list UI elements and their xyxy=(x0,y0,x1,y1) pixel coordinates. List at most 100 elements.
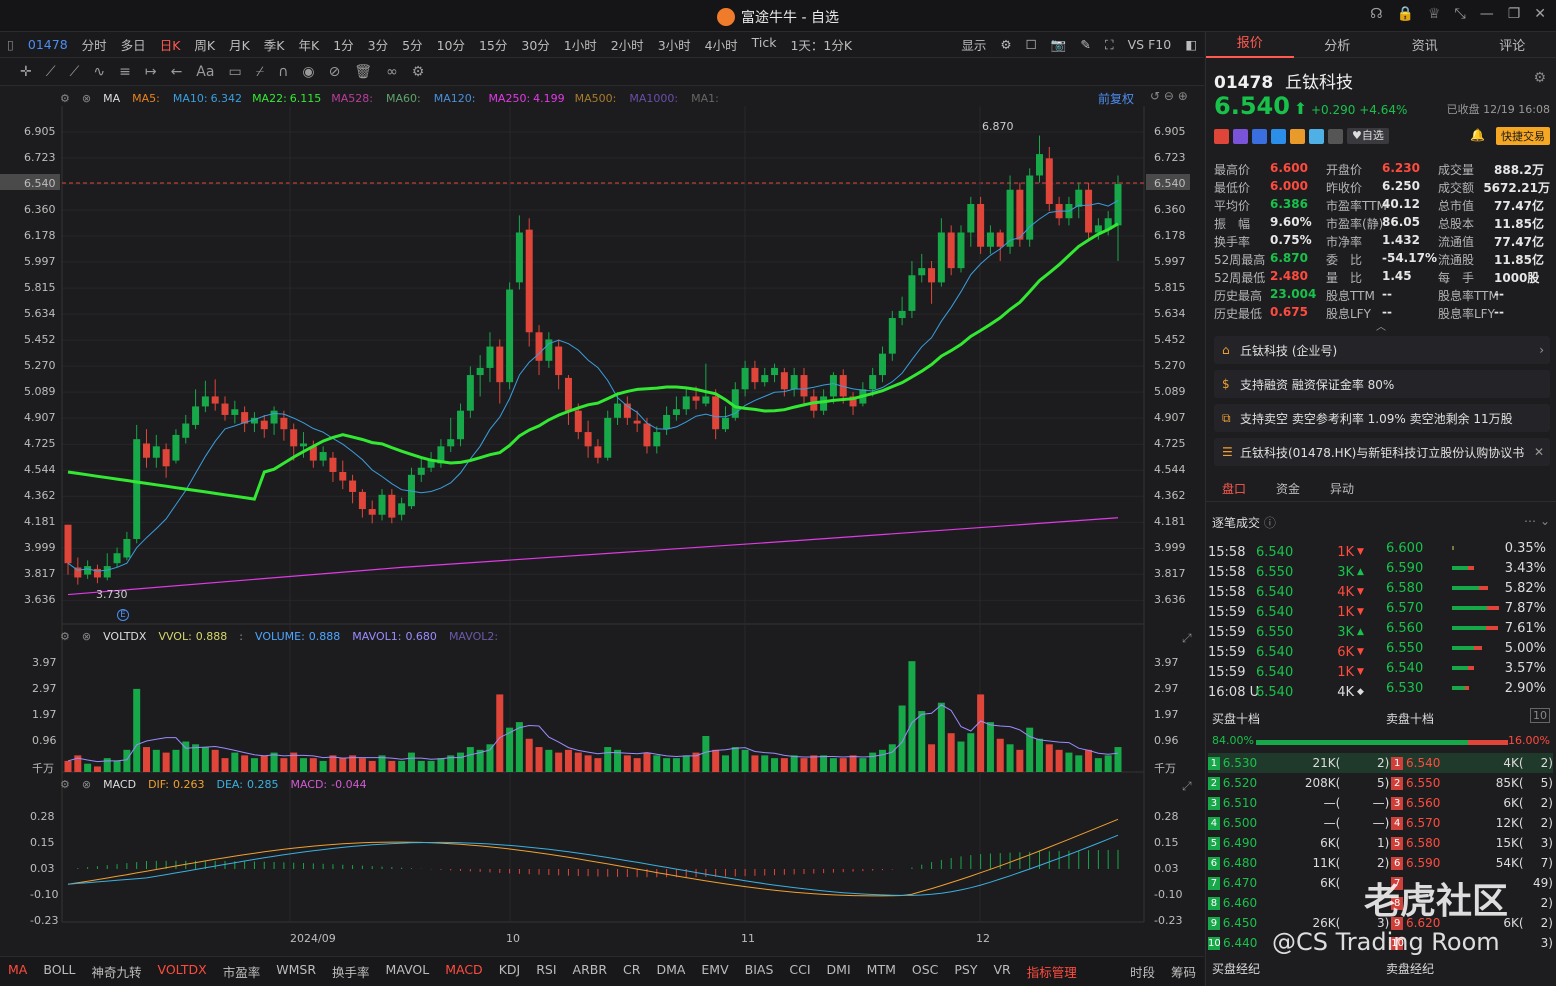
vs-f10-button[interactable]: VS F10 xyxy=(1127,37,1172,52)
indicator-tab[interactable]: EMV xyxy=(701,962,729,977)
info-icon[interactable]: ⓘ xyxy=(1263,516,1276,530)
orderbook-row[interactable]: 9 6.450 26K(3) 9 6.620 6K(2) xyxy=(1208,913,1553,933)
eye-icon[interactable]: ◉ xyxy=(302,63,315,80)
expand-icon[interactable]: ⤢ xyxy=(1182,779,1192,793)
orderbook-row[interactable]: 2 6.520 208K(5) 2 6.550 85K(5) xyxy=(1208,773,1553,793)
period-tab[interactable]: 分时 xyxy=(81,38,107,53)
panel-toggle-icon[interactable]: ◧ xyxy=(1185,37,1197,52)
settings-icon[interactable]: ⚙ xyxy=(60,91,70,105)
close-icon[interactable]: ⊗ xyxy=(81,777,92,791)
camera-icon[interactable]: 📷 xyxy=(1050,36,1067,52)
text-tool-icon[interactable]: Aa xyxy=(196,63,215,80)
trash-icon[interactable]: 🗑 xyxy=(354,63,373,80)
news-badge-icon[interactable] xyxy=(1290,128,1305,144)
quote-tab[interactable]: 分析 xyxy=(1324,39,1351,54)
ma-item[interactable]: MA120: xyxy=(434,92,479,105)
indicator-tab[interactable]: DMA xyxy=(656,962,686,977)
quote-tab[interactable]: 评论 xyxy=(1499,39,1526,54)
magnet-icon[interactable]: ∩ xyxy=(278,63,289,80)
settings-icon[interactable]: ⚙ xyxy=(1000,37,1012,52)
hk-badge-icon[interactable] xyxy=(1214,128,1229,144)
stock-code[interactable]: 01478 xyxy=(27,37,68,52)
indicator-tab[interactable]: PSY xyxy=(954,962,978,977)
indicator-tab[interactable]: DMI xyxy=(826,962,851,977)
period-tab[interactable]: 1天：1分K xyxy=(790,38,853,53)
ma-name[interactable]: MA xyxy=(103,91,121,105)
chart-area[interactable]: ⚙ ⊗ MA MA5: MA10: 6.342 MA22: 6.115 MA528: MA6… xyxy=(0,86,1204,956)
orderbook-row[interactable]: 4 6.500 —(—) 4 6.570 12K(2) xyxy=(1208,813,1553,833)
channel-tool-icon[interactable]: ≡ xyxy=(119,63,131,80)
ma-item[interactable]: MA60: xyxy=(386,92,424,105)
macd-name[interactable]: MACD xyxy=(103,777,137,791)
orderbook-row[interactable]: 5 6.490 6K(1) 5 6.580 15K(3) xyxy=(1208,833,1553,853)
period-tab[interactable]: 3小时 xyxy=(657,38,691,53)
indicator-tab[interactable]: CR xyxy=(623,962,641,977)
close-icon[interactable]: ✕ xyxy=(1533,445,1544,459)
period-tab[interactable]: 15分 xyxy=(478,38,508,53)
orderbook-row[interactable]: 10 6.440 10 3) xyxy=(1208,933,1553,953)
chevron-right-icon[interactable]: › xyxy=(1539,343,1544,357)
gear-icon[interactable]: ⚙ xyxy=(411,63,425,80)
sub-tab[interactable]: 异动 xyxy=(1330,482,1355,496)
line-tool-icon[interactable]: ⟋ xyxy=(45,63,56,80)
shrink-icon[interactable]: ⤡ xyxy=(1454,6,1466,22)
period-tab[interactable]: 3分 xyxy=(367,38,389,53)
doc-badge-icon[interactable] xyxy=(1328,128,1343,144)
sell-broker-title[interactable]: 卖盘经纪 xyxy=(1386,962,1435,976)
ma-item[interactable]: MA250: 4.199 xyxy=(488,92,564,105)
range-tool-icon[interactable]: ↦ xyxy=(144,63,157,80)
eraser-icon[interactable]: ⌿ xyxy=(255,63,265,80)
chat-badge-icon[interactable] xyxy=(1309,128,1324,144)
indicator-tab[interactable]: MAVOL xyxy=(385,962,430,977)
orderbook-row[interactable]: 3 6.510 —(—) 3 6.560 6K(2) xyxy=(1208,793,1553,813)
short-badge-icon[interactable] xyxy=(1271,128,1286,144)
watchlist-button[interactable]: ♥自选 xyxy=(1347,128,1389,144)
sub-tab[interactable]: 盘口 xyxy=(1222,482,1247,496)
period-tab[interactable]: 日K xyxy=(159,38,181,53)
chips-button[interactable]: 筹码 xyxy=(1170,965,1196,980)
depth-toggle[interactable]: 10 xyxy=(1530,708,1550,723)
indicator-tab[interactable]: MACD xyxy=(445,962,483,977)
bell-icon[interactable]: 🔔 xyxy=(1470,128,1485,142)
indicator-tab[interactable]: ARBR xyxy=(572,962,608,977)
period-tab[interactable]: 2小时 xyxy=(610,38,644,53)
period-tab[interactable]: 周K xyxy=(194,38,216,53)
ma-item[interactable]: MA528: xyxy=(331,92,376,105)
info-item[interactable]: ⌂ 丘钛科技 (企业号) › xyxy=(1214,336,1550,364)
zoom-controls[interactable]: ↺ ⊖ ⊕ xyxy=(1150,89,1188,103)
period-tab[interactable]: 月K xyxy=(229,38,250,53)
minimize-icon[interactable]: — xyxy=(1479,6,1494,22)
period-tab[interactable]: 4小时 xyxy=(704,38,738,53)
warrant-badge-icon[interactable] xyxy=(1252,128,1267,144)
indicator-tab[interactable]: OSC xyxy=(911,962,939,977)
collapse-icon[interactable]: ︿ xyxy=(1376,322,1386,333)
ma-item[interactable]: MA500: xyxy=(575,92,620,105)
info-item[interactable]: $ 支持融资 融资保证金率 80% xyxy=(1214,370,1550,398)
ma-item[interactable]: MA5: xyxy=(132,92,163,105)
indicator-tab[interactable]: CCI xyxy=(789,962,811,977)
info-item[interactable]: ⧉ 支持卖空 卖空参考利率 1.09% 卖空池剩余 11万股 xyxy=(1214,404,1550,432)
indicator-tab[interactable]: 市盈率 xyxy=(222,965,261,980)
indicator-tab[interactable]: 神奇九转 xyxy=(91,965,142,980)
period-tab[interactable]: 30分 xyxy=(521,38,550,53)
event-marker-icon[interactable]: E xyxy=(117,609,129,621)
period-tab[interactable]: 1小时 xyxy=(563,38,597,53)
orderbook-row[interactable]: 7 6.470 6K(7 49) xyxy=(1208,873,1553,893)
settings-icon[interactable]: ⚙ xyxy=(60,629,70,643)
ray-tool-icon[interactable]: ⟋ xyxy=(69,63,80,80)
comment-icon[interactable]: ▭ xyxy=(228,63,242,80)
quote-tab[interactable]: 报价 xyxy=(1206,32,1294,58)
pen-icon[interactable]: ✎ xyxy=(1080,37,1091,52)
ma-item[interactable]: MA10: 6.342 xyxy=(173,92,242,105)
period-tab[interactable]: Tick xyxy=(751,35,777,50)
indicator-tab[interactable]: KDJ xyxy=(498,962,521,977)
crown-icon[interactable]: ♕ xyxy=(1427,6,1441,22)
orderbook-row[interactable]: 6 6.480 11K(2) 6 6.590 54K(7) xyxy=(1208,853,1553,873)
ma-item[interactable]: MA1000: xyxy=(629,92,681,105)
buy-broker-title[interactable]: 买盘经纪 xyxy=(1212,962,1261,976)
indicator-tab[interactable]: BOLL xyxy=(43,962,76,977)
options-badge-icon[interactable] xyxy=(1233,128,1248,144)
indicator-tab[interactable]: VR xyxy=(993,962,1011,977)
settings-icon[interactable]: ⚙ xyxy=(1533,70,1546,86)
expand-icon[interactable]: ⤢ xyxy=(1182,631,1192,645)
